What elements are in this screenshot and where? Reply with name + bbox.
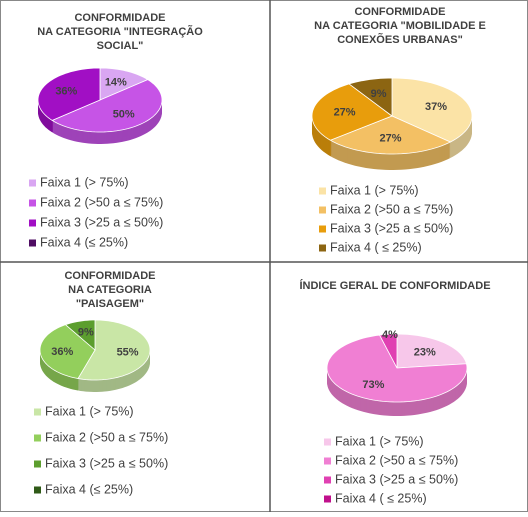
legend-swatch xyxy=(319,187,326,195)
legend-label: Faixa 2 (>50 a ≤ 75%) xyxy=(335,453,458,467)
legend-swatch xyxy=(29,219,36,227)
pie-slice xyxy=(348,77,393,117)
legend-label: Faixa 4 (≤ 25%) xyxy=(45,482,133,496)
legend-swatch xyxy=(324,495,331,503)
data-label: 50% xyxy=(113,109,135,121)
legend-swatch xyxy=(319,206,326,214)
data-label: 37% xyxy=(425,101,447,113)
chart-title: CONEXÕES URBANAS" xyxy=(337,33,463,46)
chart-title: SOCIAL" xyxy=(97,40,144,52)
legend-swatch xyxy=(29,239,36,247)
legend-swatch xyxy=(34,486,41,494)
chart-title: CONFORMIDADE xyxy=(354,6,445,18)
legend-label: Faixa 4 (≤ 25%) xyxy=(40,235,128,249)
legend-swatch xyxy=(34,434,41,442)
chart-title: "PAISAGEM" xyxy=(76,298,144,310)
chart-title: ÍNDICE GERAL DE CONFORMIDADE xyxy=(299,279,490,292)
legend-label: Faixa 3 (>25 a ≤ 50%) xyxy=(335,472,458,486)
legend-swatch xyxy=(319,244,326,252)
chart-title: CONFORMIDADE xyxy=(74,12,165,24)
legend-label: Faixa 1 (> 75%) xyxy=(330,183,419,197)
data-label: 36% xyxy=(51,346,73,358)
chart-title: CONFORMIDADE xyxy=(64,270,155,282)
legend-swatch xyxy=(319,225,326,233)
legend-label: Faixa 4 ( ≤ 25%) xyxy=(330,240,422,254)
data-label: 4% xyxy=(382,329,398,341)
legend-label: Faixa 2 (>50 a ≤ 75%) xyxy=(330,202,453,216)
legend-swatch xyxy=(34,460,41,468)
legend-label: Faixa 3 (>25 a ≤ 50%) xyxy=(330,221,453,235)
legend-label: Faixa 3 (>25 a ≤ 50%) xyxy=(40,215,163,229)
legend-label: Faixa 2 (>50 a ≤ 75%) xyxy=(40,195,163,209)
legend-label: Faixa 1 (> 75%) xyxy=(40,175,129,189)
chart-title: NA CATEGORIA "INTEGRAÇÃO xyxy=(37,25,203,38)
pie-slice xyxy=(99,67,149,101)
pie-slice xyxy=(378,333,398,369)
legend-swatch xyxy=(34,408,41,416)
legend-swatch xyxy=(29,199,36,207)
pie-slice xyxy=(326,334,468,403)
data-label: 14% xyxy=(105,77,127,89)
pie-slice xyxy=(396,333,467,369)
pie-slice xyxy=(39,324,96,379)
pie-slice xyxy=(391,77,473,143)
legend-swatch xyxy=(29,179,36,187)
data-label: 73% xyxy=(362,379,384,391)
pie-slice xyxy=(311,83,393,141)
pie-slice xyxy=(64,319,96,351)
legend-label: Faixa 4 ( ≤ 25%) xyxy=(335,491,427,505)
legend-swatch xyxy=(324,476,331,484)
chart-title: NA CATEGORIA "MOBILIDADE E xyxy=(314,20,486,32)
pie-slice xyxy=(77,319,151,381)
data-label: 55% xyxy=(117,347,139,359)
legend-label: Faixa 2 (>50 a ≤ 75%) xyxy=(45,430,168,444)
data-label: 27% xyxy=(379,133,401,145)
data-label: 27% xyxy=(334,106,356,118)
chart-title: NA CATEGORIA xyxy=(68,284,152,296)
legend-swatch xyxy=(324,457,331,465)
legend-label: Faixa 1 (> 75%) xyxy=(45,404,134,418)
pie-slice xyxy=(329,115,452,155)
legend-swatch xyxy=(324,438,331,446)
legend-label: Faixa 3 (>25 a ≤ 50%) xyxy=(45,456,168,470)
pie-slice xyxy=(37,67,101,121)
legend-label: Faixa 1 (> 75%) xyxy=(335,434,424,448)
data-label: 9% xyxy=(78,327,94,339)
data-label: 9% xyxy=(371,88,387,100)
pie-slice xyxy=(51,79,163,133)
data-label: 36% xyxy=(55,86,77,98)
data-label: 23% xyxy=(414,347,436,359)
